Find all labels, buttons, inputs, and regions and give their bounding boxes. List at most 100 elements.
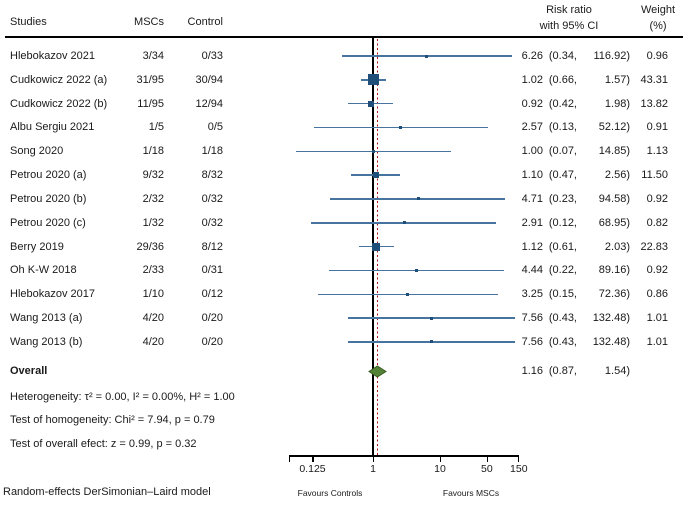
x-axis-tick [312, 456, 314, 462]
risk-ratio-value: 4.71 [521, 192, 543, 205]
ci-low: (0.43, [548, 335, 577, 348]
control-count: 0/20 [201, 335, 223, 348]
ci-high: 132.48) [592, 335, 630, 348]
point-estimate-square [398, 125, 402, 129]
mscs-count: 11/95 [137, 97, 164, 110]
column-header-studies: Studies [10, 16, 47, 28]
risk-ratio-value: 7.56 [521, 335, 543, 348]
mscs-count: 3/34 [142, 50, 164, 62]
ci-low: (0.23, [548, 192, 577, 205]
weight-value: 1.13 [646, 145, 668, 158]
study-name: Oh K-W 2018 [10, 264, 77, 277]
heterogeneity-stats: Heterogeneity: τ² = 0.00, I² = 0.00%, H²… [10, 391, 235, 403]
ci-high: 68.95) [598, 216, 630, 229]
point-estimate-square [405, 292, 409, 296]
overall-diamond-shape [368, 365, 387, 378]
column-header-risk-ratio-line1: Risk ratio [546, 4, 592, 16]
ci-low: (0.22, [548, 264, 577, 277]
column-header-risk-ratio-line2: with 95% CI [539, 20, 599, 32]
favours-mscs-label: Favours MSCs [442, 488, 500, 498]
x-axis-tick [373, 456, 375, 462]
weight-value: 0.92 [646, 264, 668, 277]
overall-ci-high: 1.54) [604, 365, 630, 377]
weight-value: 43.31 [640, 73, 668, 86]
mscs-count: 29/36 [136, 240, 164, 253]
risk-ratio-value: 2.57 [521, 121, 543, 134]
mscs-count: 9/32 [142, 169, 164, 182]
overall-rr-value: 1.16 [521, 365, 543, 377]
point-estimate-square [372, 242, 381, 251]
point-estimate-square [416, 197, 420, 201]
x-axis-tick-label: 50 [480, 463, 493, 475]
column-header-mscs: MSCs [134, 16, 164, 28]
ci-low: (0.13, [548, 121, 577, 134]
risk-ratio-value: 3.25 [521, 288, 543, 301]
point-estimate-square [430, 340, 434, 344]
study-name: Petrou 2020 (c) [10, 216, 86, 229]
mscs-count: 4/20 [142, 312, 164, 325]
ci-high: 72.36) [598, 288, 630, 301]
point-estimate-square [424, 54, 428, 58]
ci-high: 52.12) [598, 121, 630, 134]
weight-value: 1.01 [646, 335, 668, 348]
ci-high: 89.16) [598, 264, 630, 277]
risk-ratio-value: 7.56 [521, 312, 543, 325]
study-name: Petrou 2020 (a) [10, 169, 87, 182]
ci-low: (0.15, [548, 288, 577, 301]
mscs-count: 2/32 [142, 192, 164, 205]
risk-ratio-value: 2.91 [521, 216, 543, 229]
overall-effect-test: Test of overall efect: z = 0.99, p = 0.3… [10, 438, 197, 450]
homogeneity-test: Test of homogeneity: Chi² = 7.94, p = 0.… [10, 414, 215, 426]
column-header-weight-line2: (%) [649, 20, 667, 32]
control-count: 1/18 [201, 145, 223, 158]
overall-ci-low: (0.87, [548, 365, 577, 377]
control-count: 0/20 [201, 312, 223, 325]
x-axis-tick [289, 456, 291, 462]
header-rule [5, 36, 683, 38]
x-axis-tick-label: 10 [434, 463, 446, 475]
study-name: Hlebokazov 2021 [10, 50, 96, 62]
risk-ratio-value: 1.12 [521, 240, 543, 253]
study-name: Hlebokazov 2017 [10, 288, 96, 301]
risk-ratio-value: 1.10 [521, 169, 543, 182]
mscs-count: 1/5 [148, 121, 164, 134]
model-note: Random-effects DerSimonian–Laird model [3, 486, 211, 498]
weight-value: 0.82 [646, 216, 668, 229]
x-axis-tick [486, 456, 489, 462]
column-header-weight-line1: Weight [640, 4, 676, 16]
x-axis-tick-label: 0.125 [299, 463, 326, 475]
ci-high: 14.85) [598, 145, 630, 158]
study-name: Cudkowicz 2022 (b) [10, 97, 108, 110]
control-count: 0/12 [201, 288, 223, 301]
weight-value: 0.91 [646, 121, 668, 134]
ci-low: (0.07, [548, 145, 577, 158]
control-count: 30/94 [195, 73, 223, 86]
point-estimate-square [367, 100, 374, 107]
ci-low: (0.43, [548, 312, 577, 325]
risk-ratio-value: 0.92 [521, 97, 543, 110]
overall-label: Overall [10, 365, 48, 377]
control-count: 8/32 [201, 169, 223, 182]
control-count: 0/32 [201, 216, 223, 229]
ci-low: (0.12, [548, 216, 577, 229]
study-name: Cudkowicz 2022 (a) [10, 73, 108, 86]
weight-value: 13.82 [640, 97, 668, 110]
mscs-count: 1/18 [142, 145, 164, 158]
mscs-count: 2/33 [142, 264, 164, 277]
risk-ratio-value: 1.02 [521, 73, 543, 86]
study-name: Albu Sergiu 2021 [10, 121, 95, 134]
ci-high: 2.56) [604, 169, 630, 182]
ci-high: 116.92) [593, 50, 631, 62]
point-estimate-square [430, 316, 434, 320]
weight-value: 0.96 [646, 50, 668, 62]
x-axis-tick-label: 1 [370, 463, 376, 475]
ci-high: 1.57) [604, 73, 630, 86]
x-axis-tick [518, 456, 520, 462]
risk-ratio-value: 4.44 [521, 264, 543, 277]
weight-value: 11.50 [641, 169, 668, 182]
x-axis [289, 455, 519, 457]
weight-value: 1.01 [646, 312, 668, 325]
weight-value: 0.92 [646, 192, 668, 205]
ci-low: (0.34, [548, 50, 577, 62]
